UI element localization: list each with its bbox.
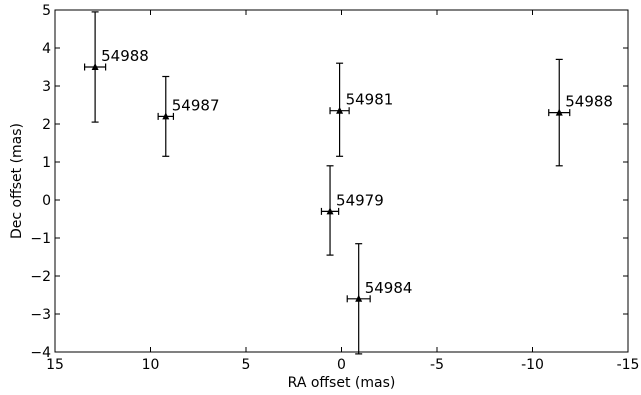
y-tick-label: 1	[42, 155, 51, 171]
y-tick-label: 3	[42, 79, 51, 95]
x-tick-label: -10	[521, 357, 544, 373]
y-tick-label: 2	[42, 117, 51, 133]
y-axis-title: Dec offset (mas)	[9, 123, 25, 239]
data-point: 54988	[548, 58, 613, 167]
x-tick-label: 10	[142, 357, 160, 373]
point-label: 54988	[565, 93, 613, 111]
point-label: 54987	[172, 96, 220, 114]
data-point: 54987	[157, 75, 220, 157]
y-tick-label: −4	[30, 345, 51, 361]
point-label: 54979	[336, 191, 384, 209]
triangle-marker	[326, 207, 334, 215]
y-tick-label: 4	[42, 41, 51, 57]
x-tick-label: 5	[242, 357, 251, 373]
x-tick-label: -15	[617, 357, 640, 373]
data-point: 54979	[320, 165, 384, 256]
x-axis-title: RA offset (mas)	[288, 375, 396, 391]
y-tick-label: 0	[42, 193, 51, 209]
y-tick-label: −2	[30, 269, 51, 285]
data-point: 54981	[329, 62, 394, 157]
y-tick-label: 5	[42, 3, 51, 19]
point-label: 54988	[101, 47, 149, 65]
data-point: 54984	[346, 243, 413, 355]
axis-ticks: 15 10 5 0 -5 -10 -15 −4 −3 −2 −1 0 1 2 3 4 5	[30, 3, 639, 373]
triangle-marker	[555, 108, 563, 116]
triangle-marker	[336, 106, 344, 114]
x-tick-label: 15	[46, 357, 64, 373]
point-label: 54981	[346, 91, 394, 109]
point-label: 54984	[365, 279, 413, 297]
triangle-marker	[355, 294, 363, 302]
x-tick-label: 0	[337, 357, 346, 373]
data-point: 54988	[84, 11, 149, 123]
plot-frame	[54, 9, 629, 353]
x-tick-label: -5	[430, 357, 444, 373]
triangle-marker	[91, 63, 99, 70]
chart-marks: 54988 54987 54981 54988 54979 54984	[84, 11, 613, 355]
y-tick-label: −3	[30, 307, 51, 323]
y-tick-label: −1	[30, 231, 51, 247]
triangle-marker	[162, 112, 170, 120]
